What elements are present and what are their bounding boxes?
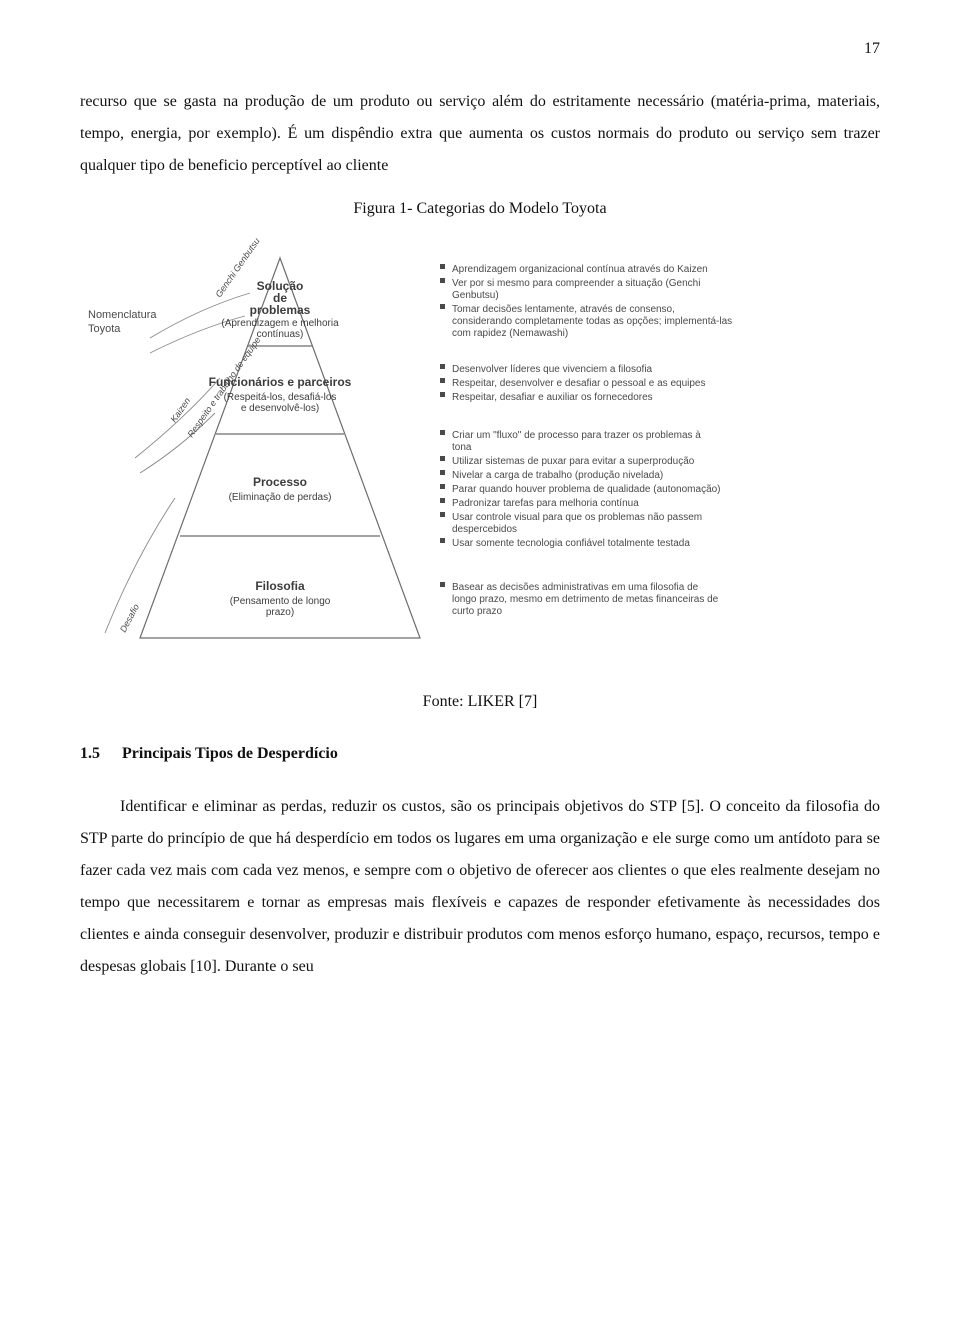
svg-text:Desenvolver líderes que vivenc: Desenvolver líderes que vivenciem a filo… bbox=[452, 364, 653, 375]
svg-text:considerando completamente tod: considerando completamente todas as opçõ… bbox=[452, 316, 732, 327]
svg-text:Ver por si mesmo para compreen: Ver por si mesmo para compreender a situ… bbox=[452, 278, 700, 289]
svg-text:Genchi Genbutsu: Genchi Genbutsu bbox=[213, 238, 261, 299]
svg-text:Basear as decisões administrat: Basear as decisões administrativas em um… bbox=[452, 582, 699, 593]
intro-paragraph: recurso que se gasta na produção de um p… bbox=[80, 86, 880, 182]
svg-text:tona: tona bbox=[452, 442, 472, 453]
svg-text:Usar controle visual para que: Usar controle visual para que os problem… bbox=[452, 512, 702, 523]
svg-text:Tomar decisões lentamente, atr: Tomar decisões lentamente, através de co… bbox=[452, 304, 675, 315]
svg-text:Funcionários e parceiros(Respe: Funcionários e parceiros(Respeitá-los, d… bbox=[209, 375, 352, 414]
svg-text:Utilizar sistemas de puxar par: Utilizar sistemas de puxar para evitar a… bbox=[452, 456, 695, 467]
svg-text:Respeitar, desenvolver e desaf: Respeitar, desenvolver e desafiar o pess… bbox=[452, 378, 706, 389]
svg-text:despercebidos: despercebidos bbox=[452, 524, 517, 535]
section-number: 1.5 bbox=[80, 745, 100, 763]
svg-text:longo prazo, mesmo em detrimen: longo prazo, mesmo em detrimento de meta… bbox=[452, 594, 719, 605]
svg-text:Padronizar tarefas para melhor: Padronizar tarefas para melhoria contínu… bbox=[452, 498, 639, 509]
svg-text:Criar um "fluxo" de processo p: Criar um "fluxo" de processo para trazer… bbox=[452, 430, 701, 441]
svg-text:com rapidez (Nemawashi): com rapidez (Nemawashi) bbox=[452, 328, 568, 339]
section-heading: 1.5 Principais Tipos de Desperdício bbox=[80, 745, 880, 763]
body-paragraph: Identificar e eliminar as perdas, reduzi… bbox=[80, 791, 880, 983]
svg-text:Parar quando houver problema d: Parar quando houver problema de qualidad… bbox=[452, 484, 721, 495]
svg-text:Respeitar, desafiar e auxiliar: Respeitar, desafiar e auxiliar os fornec… bbox=[452, 392, 653, 403]
svg-text:Processo(Eliminação de perdas): Processo(Eliminação de perdas) bbox=[229, 475, 332, 503]
svg-text:Kaizen: Kaizen bbox=[168, 396, 192, 424]
section-title: Principais Tipos de Desperdício bbox=[122, 745, 338, 762]
figure-caption: Figura 1- Categorias do Modelo Toyota bbox=[80, 200, 880, 218]
svg-text:Usar somente tecnologia confiá: Usar somente tecnologia confiável totalm… bbox=[452, 538, 690, 549]
svg-text:Nivelar a carga de trabalho (p: Nivelar a carga de trabalho (produção ni… bbox=[452, 470, 663, 481]
page-number: 17 bbox=[80, 40, 880, 58]
svg-text:Aprendizagem organizacional co: Aprendizagem organizacional contínua atr… bbox=[452, 264, 708, 275]
svg-text:NomenclaturaToyota: NomenclaturaToyota bbox=[88, 309, 157, 335]
svg-text:Filosofia(Pensamento de longop: Filosofia(Pensamento de longoprazo) bbox=[230, 579, 331, 618]
figure-source: Fonte: LIKER [7] bbox=[80, 693, 880, 711]
figure-pyramid: NomenclaturaToyota Genchi Genbutsu bbox=[80, 238, 880, 673]
svg-text:curto prazo: curto prazo bbox=[452, 606, 502, 617]
svg-text:Genbutsu): Genbutsu) bbox=[452, 290, 499, 301]
svg-text:Soluçãodeproblemas(Aprendizage: Soluçãodeproblemas(Aprendizagem e melhor… bbox=[221, 279, 339, 340]
svg-text:Desafio: Desafio bbox=[118, 602, 141, 634]
